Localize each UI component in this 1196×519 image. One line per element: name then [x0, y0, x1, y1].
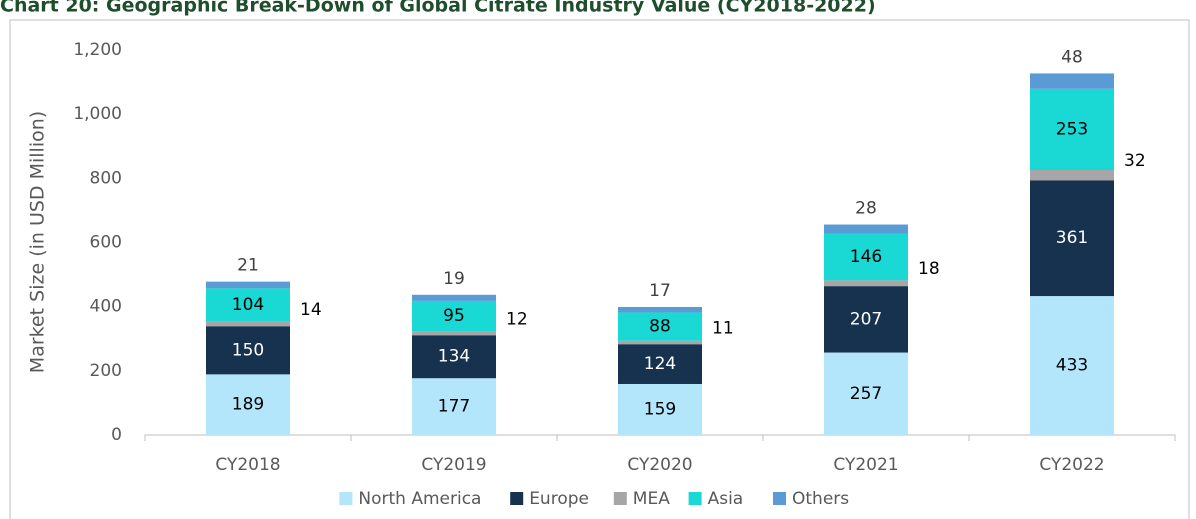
data-label: 207	[850, 309, 882, 329]
x-tick-label: CY2019	[421, 455, 486, 475]
data-label: 134	[438, 347, 470, 367]
bar-segment	[618, 340, 702, 345]
data-label: 159	[644, 399, 676, 419]
bar-segment	[412, 378, 496, 435]
data-label: 433	[1056, 356, 1088, 376]
legend-swatch	[339, 492, 353, 505]
x-tick-label: CY2018	[215, 455, 280, 475]
bar-segment	[206, 326, 290, 375]
bar-segment	[824, 233, 908, 281]
data-label: 12	[506, 309, 528, 329]
bar-segment	[824, 286, 908, 353]
bar-segment	[824, 224, 908, 234]
data-label: 189	[232, 395, 264, 415]
x-tick-label: CY2022	[1039, 455, 1104, 475]
data-label: 257	[850, 384, 882, 404]
bar-segment	[206, 321, 290, 327]
data-label: 19	[443, 269, 465, 289]
bar-segment	[1030, 296, 1114, 435]
bar-segment	[412, 335, 496, 379]
legend-label: MEA	[633, 489, 670, 509]
data-label: 11	[712, 318, 734, 338]
legend-swatch	[613, 492, 627, 505]
data-label: 48	[1061, 47, 1083, 67]
data-label: 150	[232, 340, 264, 360]
data-label: 28	[855, 199, 877, 219]
data-label: 21	[237, 256, 259, 276]
data-label: 124	[644, 354, 676, 374]
y-tick-label: 800	[90, 168, 122, 188]
y-tick-label: 0	[111, 425, 122, 445]
legend-label: Europe	[529, 489, 589, 509]
y-tick-label: 200	[90, 361, 122, 381]
bar-segment	[412, 300, 496, 332]
chart-title: Chart 20: Geographic Break-Down of Globa…	[0, 0, 876, 17]
legend-label: Others	[792, 489, 849, 509]
legend-swatch	[510, 492, 524, 505]
data-label: 104	[232, 295, 264, 315]
bar-segment	[412, 294, 496, 301]
data-label: 177	[438, 397, 470, 417]
legend-swatch	[773, 492, 786, 505]
data-label: 253	[1056, 119, 1088, 139]
data-label: 361	[1056, 228, 1088, 248]
bar-segment	[1030, 180, 1114, 297]
legend-swatch	[688, 492, 702, 505]
bar-segment	[206, 374, 290, 435]
bar-segment	[1030, 73, 1114, 89]
bar-segment	[1030, 88, 1114, 170]
bar-segment	[1030, 169, 1114, 181]
x-tick-label: CY2020	[627, 455, 692, 475]
legend-label: Asia	[708, 489, 744, 509]
data-label: 146	[850, 247, 882, 267]
legend-label: North America	[358, 489, 481, 509]
data-label: 95	[443, 306, 465, 326]
y-tick-label: 1,200	[73, 40, 122, 60]
data-label: 32	[1124, 151, 1146, 171]
y-tick-label: 1,000	[73, 104, 122, 124]
bar-segment	[206, 281, 290, 289]
bar-segment	[618, 312, 702, 341]
bar-segment	[824, 352, 908, 435]
x-tick-label: CY2021	[833, 455, 898, 475]
bar-segment	[618, 306, 702, 313]
data-label: 14	[300, 300, 322, 320]
data-label: 17	[649, 281, 671, 301]
bar-segment	[618, 344, 702, 384]
data-label: 18	[918, 259, 940, 279]
bar-segment	[206, 288, 290, 322]
bar-segment	[618, 383, 702, 435]
data-label: 88	[649, 317, 671, 337]
chart-frame	[9, 19, 1190, 519]
y-tick-label: 600	[90, 233, 122, 253]
y-tick-label: 400	[90, 297, 122, 317]
bar-segment	[824, 280, 908, 287]
bar-segment	[412, 331, 496, 336]
y-axis-label: Market Size (in USD Million)	[27, 111, 49, 373]
